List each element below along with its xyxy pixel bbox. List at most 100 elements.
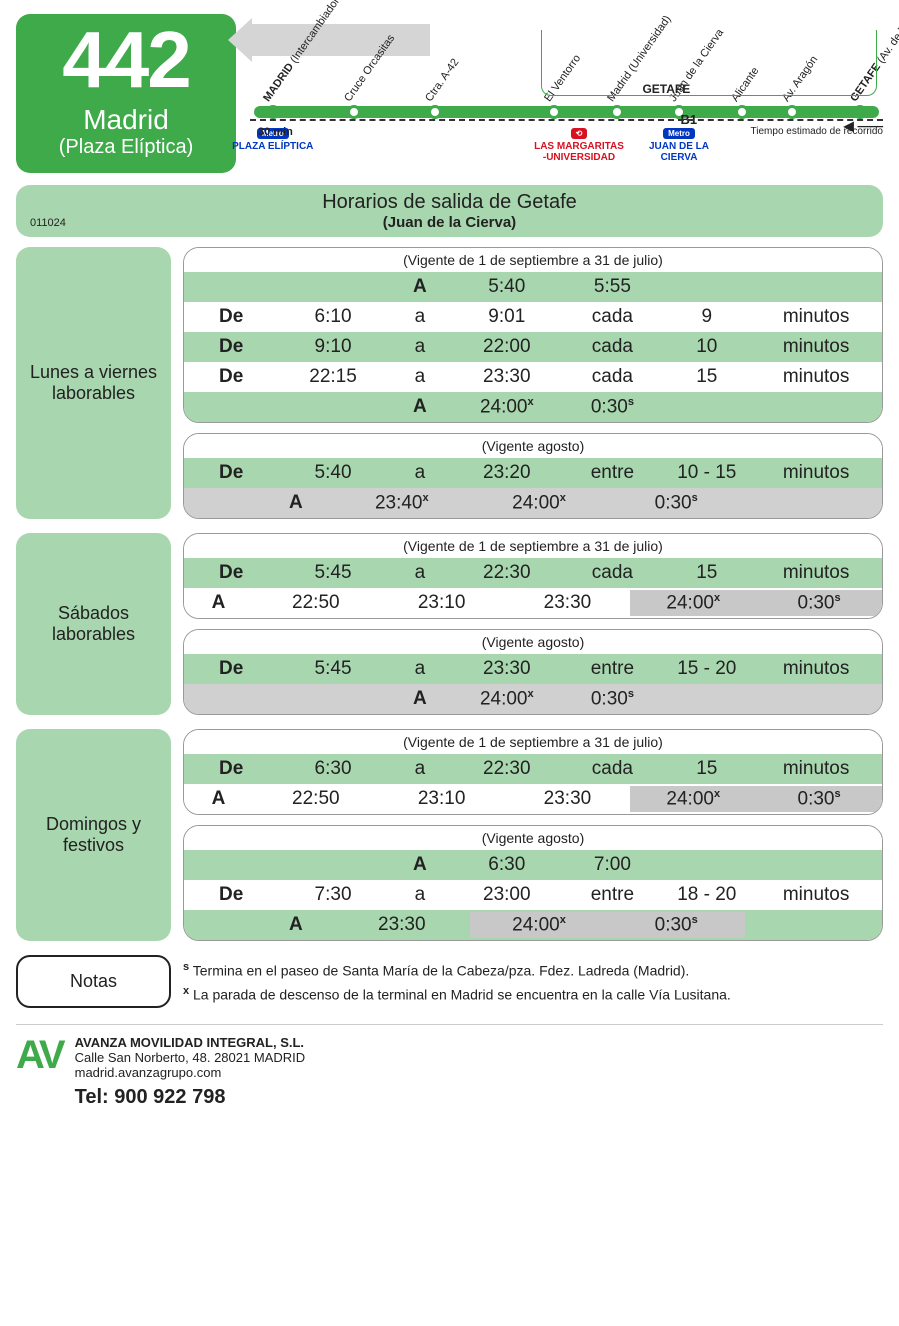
cell: 6:10 xyxy=(278,304,387,330)
cell: De xyxy=(184,882,278,908)
note-item: s Termina en el paseo de Santa María de … xyxy=(183,961,883,979)
cell: cada xyxy=(561,364,663,390)
cell: 5:55 xyxy=(561,274,663,300)
stop-dot xyxy=(785,105,799,119)
cell: minutos xyxy=(750,364,882,390)
cell xyxy=(184,405,278,409)
timetable: (Vigente agosto)De5:40a23:20entre10 - 15… xyxy=(183,433,883,519)
cell: 23:10 xyxy=(379,786,505,812)
schedule-section: Domingos y festivos(Vigente de 1 de sept… xyxy=(16,729,883,941)
table-caption: (Vigente de 1 de septiembre a 31 de juli… xyxy=(184,534,882,558)
table-row: De22:15a23:30cada15minutos xyxy=(184,362,882,392)
cell: 15 - 20 xyxy=(663,656,750,682)
cell: 23:30 xyxy=(452,364,561,390)
cell: A xyxy=(184,590,253,616)
cell xyxy=(745,501,882,505)
cell: 15 xyxy=(663,756,750,782)
cell: minutos xyxy=(750,304,882,330)
cell: 7:00 xyxy=(561,852,663,878)
cell: 5:40 xyxy=(452,274,561,300)
cell xyxy=(750,285,882,289)
timetable: (Vigente agosto)A6:307:00De7:30a23:00ent… xyxy=(183,825,883,941)
cell: 0:30s xyxy=(608,490,745,516)
cell: entre xyxy=(561,882,663,908)
footer: AV AVANZA MOVILIDAD INTEGRAL, S.L. Calle… xyxy=(16,1024,883,1109)
cell: 9 xyxy=(663,304,750,330)
doc-code: 011024 xyxy=(30,217,66,229)
company-name: AVANZA MOVILIDAD INTEGRAL, S.L. xyxy=(75,1035,306,1050)
route-map: MADRID (Intercambiador de Plaza Elíptica… xyxy=(250,14,883,173)
cell: 23:30 xyxy=(333,912,470,938)
stop-dot xyxy=(428,105,442,119)
logo: AV xyxy=(16,1035,63,1075)
cell: 0:30s xyxy=(608,912,745,938)
note-item: x La parada de descenso de la terminal e… xyxy=(183,985,883,1003)
cell: 23:00 xyxy=(452,882,561,908)
cell xyxy=(184,501,259,505)
table-row: A23:3024:00x0:30s xyxy=(184,910,882,940)
stop-dot xyxy=(347,105,361,119)
cell: 10 - 15 xyxy=(663,460,750,486)
table-row: A24:00x0:30s xyxy=(184,392,882,422)
table-caption: (Vigente de 1 de septiembre a 31 de juli… xyxy=(184,248,882,272)
cell: 22:00 xyxy=(452,334,561,360)
cell: 18 - 20 xyxy=(663,882,750,908)
cell xyxy=(184,285,278,289)
direction-arrow-icon xyxy=(250,24,430,56)
cell: A xyxy=(184,786,253,812)
cell: De xyxy=(184,304,278,330)
company-web: madrid.avanzagrupo.com xyxy=(75,1065,306,1080)
title-bar: 011024 Horarios de salida de Getafe (Jua… xyxy=(16,185,883,237)
table-row: De6:30a22:30cada15minutos xyxy=(184,754,882,784)
cell: minutos xyxy=(750,334,882,360)
cell xyxy=(663,863,750,867)
cell: 23:30 xyxy=(452,656,561,682)
route-number: 442 xyxy=(26,20,226,100)
company-address: Calle San Norberto, 48. 28021 MADRID xyxy=(75,1050,306,1065)
cell: 22:50 xyxy=(253,590,379,616)
cell xyxy=(663,405,750,409)
cell: De xyxy=(184,756,278,782)
notes-section: Notas s Termina en el paseo de Santa Mar… xyxy=(16,955,883,1008)
cell: 9:10 xyxy=(278,334,387,360)
cell: De xyxy=(184,334,278,360)
cell: 0:30s xyxy=(561,686,663,712)
cell: minutos xyxy=(750,756,882,782)
cell: minutos xyxy=(750,656,882,682)
cell: 22:30 xyxy=(452,560,561,586)
table-row: A23:40x24:00x0:30s xyxy=(184,488,882,518)
schedule-section: Lunes a viernes laborables(Vigente de 1 … xyxy=(16,247,883,519)
header: 442 Madrid (Plaza Elíptica) MADRID (Inte… xyxy=(16,14,883,173)
table-row: A6:307:00 xyxy=(184,850,882,880)
cell: 15 xyxy=(663,364,750,390)
cell: 0:30s xyxy=(756,590,882,616)
cell: cada xyxy=(561,304,663,330)
cell: a xyxy=(388,334,452,360)
table-row: A22:5023:1023:3024:00x0:30s xyxy=(184,588,882,618)
tiempo-label: Tiempo estimado de recorrido xyxy=(751,126,883,137)
cell: De xyxy=(184,364,278,390)
cell: cada xyxy=(561,334,663,360)
notes-body: s Termina en el paseo de Santa María de … xyxy=(183,955,883,1008)
cell: 23:40x xyxy=(333,490,470,516)
cell xyxy=(663,285,750,289)
table-row: A22:5023:1023:3024:00x0:30s xyxy=(184,784,882,814)
cell: 0:30s xyxy=(561,394,663,420)
cell: A xyxy=(259,912,334,938)
cell: 22:30 xyxy=(452,756,561,782)
cell: a xyxy=(388,656,452,682)
table-caption: (Vigente agosto) xyxy=(184,630,882,654)
cell: a xyxy=(388,304,452,330)
cell: a xyxy=(388,756,452,782)
main-subtitle: (Juan de la Cierva) xyxy=(30,214,869,231)
cell xyxy=(745,923,882,927)
cell xyxy=(278,285,387,289)
cell: A xyxy=(259,490,334,516)
cell: 5:45 xyxy=(278,560,387,586)
cell: 15 xyxy=(663,560,750,586)
cell xyxy=(663,697,750,701)
cell: A xyxy=(388,686,452,712)
timetable: (Vigente de 1 de septiembre a 31 de juli… xyxy=(183,247,883,423)
timetable: (Vigente de 1 de septiembre a 31 de juli… xyxy=(183,533,883,619)
cell: 23:10 xyxy=(379,590,505,616)
